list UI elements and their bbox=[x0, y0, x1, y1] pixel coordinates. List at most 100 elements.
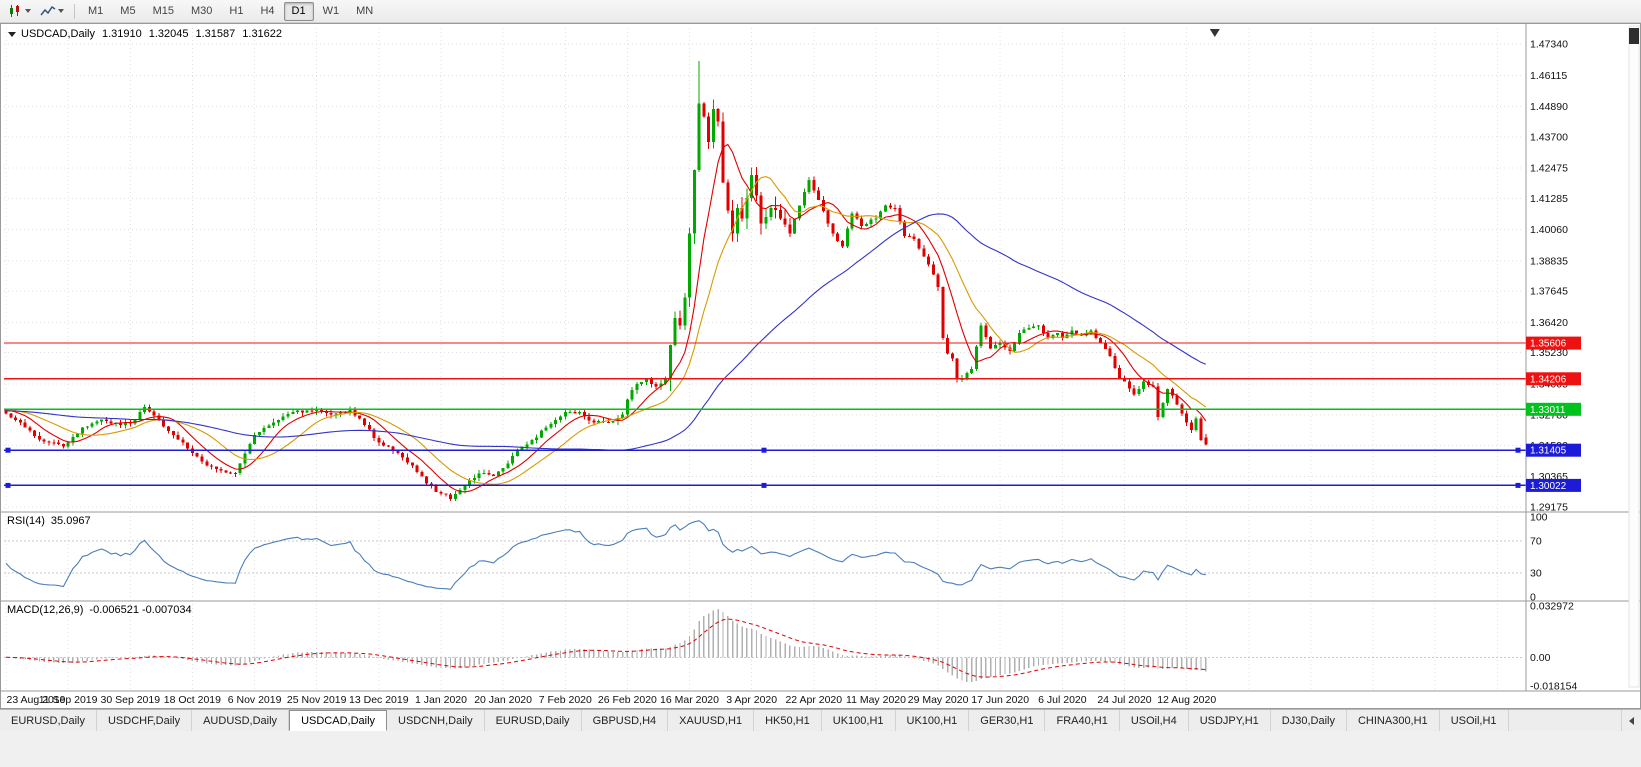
macd-axis-label: 0.00 bbox=[1530, 652, 1551, 664]
chart-tab-uk100-h1[interactable]: UK100,H1 bbox=[895, 710, 970, 731]
timeframe-button-h1[interactable]: H1 bbox=[229, 5, 244, 17]
date-axis-label: 25 Nov 2019 bbox=[287, 694, 347, 706]
date-axis-label: 26 Feb 2020 bbox=[598, 694, 657, 706]
date-axis-label: 13 Dec 2019 bbox=[349, 694, 409, 706]
chart-tab-hk50-h1[interactable]: HK50,H1 bbox=[754, 710, 822, 731]
date-axis-label: 6 Jul 2020 bbox=[1038, 694, 1087, 706]
chart-tab-eurusd-daily[interactable]: EURUSD,Daily bbox=[0, 710, 97, 731]
price-tag-label: 1.30022 bbox=[1530, 481, 1567, 492]
date-axis-label: 11 May 2020 bbox=[846, 694, 906, 706]
price-axis-label: 1.36420 bbox=[1530, 317, 1568, 329]
line-handle[interactable] bbox=[761, 447, 767, 453]
macd-axis-label: 0.032972 bbox=[1530, 601, 1574, 613]
price-tag-label: 1.33011 bbox=[1530, 405, 1566, 416]
profiles-button[interactable] bbox=[36, 2, 68, 21]
chart-tab-usdcad-daily[interactable]: USDCAD,Daily bbox=[289, 710, 388, 731]
timeframe-button-mn[interactable]: MN bbox=[356, 5, 374, 17]
chart-tab-ger30-h1[interactable]: GER30,H1 bbox=[969, 710, 1046, 731]
ma-fast-line bbox=[5, 143, 1207, 493]
rsi-axis-label: 70 bbox=[1530, 536, 1542, 548]
price-tag bbox=[1526, 402, 1581, 416]
price-tag bbox=[1526, 443, 1581, 457]
date-axis-label: 17 Jun 2020 bbox=[971, 694, 1029, 706]
chevron-down-icon bbox=[25, 9, 31, 13]
timeframe-button-m1[interactable]: M1 bbox=[88, 5, 104, 17]
toolbar-separator bbox=[74, 3, 75, 19]
chart-tab-dj30-daily[interactable]: DJ30,Daily bbox=[1270, 710, 1347, 731]
date-axis-label: 6 Nov 2019 bbox=[228, 694, 282, 706]
timeframe-button-h4[interactable]: H4 bbox=[260, 5, 275, 17]
timeframe-button-d1[interactable]: D1 bbox=[283, 1, 314, 21]
chart-tab-xauusd-h1[interactable]: XAUUSD,H1 bbox=[668, 710, 755, 731]
chart-tab-audusd-daily[interactable]: AUDUSD,Daily bbox=[192, 710, 290, 731]
chevron-down-icon bbox=[58, 9, 64, 13]
price-axis-label: 1.37645 bbox=[1530, 286, 1568, 298]
date-axis-label: 18 Oct 2019 bbox=[164, 694, 221, 706]
line-handle[interactable] bbox=[761, 482, 767, 488]
line-handle[interactable] bbox=[1515, 482, 1521, 488]
rsi-axis-label: 30 bbox=[1530, 568, 1542, 580]
date-axis-label: 16 Mar 2020 bbox=[660, 694, 719, 706]
rsi-axis-label: 100 bbox=[1530, 512, 1548, 524]
price-axis-label: 1.41285 bbox=[1530, 193, 1568, 205]
price-tag bbox=[1526, 336, 1581, 350]
line-chart-icon bbox=[40, 5, 56, 16]
chart-tab-fra40-h1[interactable]: FRA40,H1 bbox=[1045, 710, 1120, 731]
price-axis-label: 1.29175 bbox=[1530, 502, 1568, 514]
chart-shift-marker[interactable] bbox=[1209, 29, 1220, 37]
chart-tab-usdcnh-daily[interactable]: USDCNH,Daily bbox=[387, 710, 485, 731]
chart-tab-china300-h1[interactable]: CHINA300,H1 bbox=[1346, 710, 1440, 731]
line-handle[interactable] bbox=[1515, 447, 1521, 453]
macd-axis-label: -0.018154 bbox=[1530, 681, 1577, 693]
price-tag bbox=[1526, 372, 1581, 386]
chart-tabs: EURUSD,Daily USDCHF,Daily AUDUSD,Daily USDC… bbox=[0, 710, 1621, 731]
chart-window[interactable]: 1.47340 1.46115 1.44890 1.43700 1.42475 1.412… bbox=[0, 23, 1641, 709]
date-axis-label: 23 Aug 2019 bbox=[7, 694, 66, 706]
scrollbar-track[interactable] bbox=[1628, 25, 1640, 688]
price-axis-label: 1.46115 bbox=[1530, 70, 1567, 82]
timeframe-button-m5[interactable]: M5 bbox=[120, 5, 136, 17]
chart-tab-eurusd-daily[interactable]: EURUSD,Daily bbox=[484, 710, 582, 731]
macd-signal-line bbox=[5, 618, 1206, 678]
chart-tab-uk100-h1[interactable]: UK100,H1 bbox=[821, 710, 896, 731]
chart-tab-gbpusd-h4[interactable]: GBPUSD,H4 bbox=[581, 710, 669, 731]
line-handle[interactable] bbox=[5, 447, 11, 453]
rsi-line bbox=[5, 520, 1206, 590]
candles bbox=[4, 60, 1208, 502]
macd-histogram bbox=[5, 609, 1207, 683]
line-handle[interactable] bbox=[5, 482, 11, 488]
chart-tabs-bar: EURUSD,Daily USDCHF,Daily AUDUSD,Daily USDC… bbox=[0, 709, 1641, 731]
timeframe-button-m30[interactable]: M30 bbox=[190, 5, 213, 17]
chart-tab-usoil-h1[interactable]: USOil,H1 bbox=[1439, 710, 1509, 731]
grid-lines bbox=[4, 28, 1524, 691]
timeframe-button-w1[interactable]: W1 bbox=[322, 5, 340, 17]
rsi-axis-label: 0 bbox=[1530, 592, 1536, 604]
price-tag-label: 1.31405 bbox=[1530, 446, 1567, 457]
price-axis-label: 1.40060 bbox=[1530, 224, 1568, 236]
chart-type-button[interactable] bbox=[3, 2, 35, 21]
date-axis-label: 3 Apr 2020 bbox=[726, 694, 777, 706]
price-axis-label: 1.47340 bbox=[1530, 39, 1568, 51]
price-tag bbox=[1526, 478, 1581, 492]
price-axis-label: 1.44890 bbox=[1530, 101, 1568, 113]
chart-tab-usoil-h4[interactable]: USOil,H4 bbox=[1119, 710, 1189, 731]
date-axis-label: 24 Jul 2020 bbox=[1097, 694, 1151, 706]
chart-border bbox=[0, 23, 1641, 709]
timeframe-buttons: M1 M5 M15 M30 H1 H4 D1 W1 MN bbox=[80, 0, 382, 23]
timeframe-button-m15[interactable]: M15 bbox=[152, 5, 174, 17]
chart-tab-usdchf-daily[interactable]: USDCHF,Daily bbox=[96, 710, 193, 731]
date-axis-label: 7 Feb 2020 bbox=[539, 694, 592, 706]
tab-scroll-left-button[interactable] bbox=[1621, 710, 1641, 731]
ma-slow-line bbox=[5, 213, 1207, 451]
status-strip bbox=[0, 731, 1641, 767]
chart-tab-usdjpy-h1[interactable]: USDJPY,H1 bbox=[1188, 710, 1271, 731]
scrollbar-thumb[interactable] bbox=[1629, 28, 1639, 44]
date-axis-label: 22 Apr 2020 bbox=[785, 694, 842, 706]
top-toolbar: M1 M5 M15 M30 H1 H4 D1 W1 MN bbox=[0, 0, 1641, 23]
pane-dividers bbox=[0, 23, 1641, 692]
price-tag-label: 1.35606 bbox=[1530, 339, 1567, 350]
price-chart[interactable]: 1.47340 1.46115 1.44890 1.43700 1.42475 1.412… bbox=[0, 23, 1641, 709]
price-axis-label: 1.38835 bbox=[1530, 255, 1568, 267]
date-axis-label: 20 Jan 2020 bbox=[474, 694, 532, 706]
